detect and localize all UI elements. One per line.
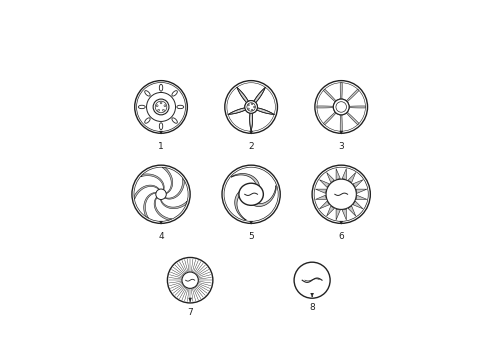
Polygon shape — [346, 89, 359, 102]
Polygon shape — [327, 206, 334, 216]
Polygon shape — [316, 189, 326, 193]
Ellipse shape — [338, 104, 339, 105]
Polygon shape — [134, 185, 160, 199]
Ellipse shape — [336, 102, 346, 112]
Polygon shape — [336, 168, 340, 179]
Polygon shape — [254, 87, 266, 103]
Text: 8: 8 — [309, 303, 315, 312]
Polygon shape — [336, 209, 340, 220]
Ellipse shape — [344, 106, 345, 108]
Text: 3: 3 — [338, 142, 344, 151]
Polygon shape — [348, 206, 356, 216]
Ellipse shape — [245, 101, 257, 113]
Polygon shape — [316, 195, 326, 199]
Ellipse shape — [342, 110, 343, 111]
Ellipse shape — [338, 108, 339, 110]
Polygon shape — [141, 174, 164, 192]
Ellipse shape — [342, 103, 343, 104]
Ellipse shape — [248, 104, 249, 106]
Polygon shape — [319, 201, 329, 209]
Polygon shape — [317, 106, 333, 108]
Polygon shape — [356, 195, 367, 199]
Polygon shape — [323, 89, 336, 102]
Text: 2: 2 — [248, 142, 254, 151]
Ellipse shape — [160, 102, 162, 104]
Polygon shape — [353, 180, 363, 188]
Ellipse shape — [253, 106, 255, 108]
Ellipse shape — [158, 109, 160, 111]
Polygon shape — [249, 113, 253, 131]
Ellipse shape — [248, 108, 249, 109]
Polygon shape — [342, 168, 346, 179]
Polygon shape — [228, 108, 245, 114]
Polygon shape — [348, 172, 356, 183]
Polygon shape — [154, 196, 171, 220]
Ellipse shape — [333, 99, 349, 115]
Polygon shape — [160, 198, 187, 209]
Polygon shape — [249, 185, 276, 207]
Ellipse shape — [156, 105, 158, 107]
Polygon shape — [319, 180, 329, 188]
Text: 6: 6 — [338, 232, 344, 241]
Polygon shape — [340, 115, 342, 131]
Polygon shape — [235, 189, 248, 220]
Polygon shape — [231, 174, 260, 194]
Ellipse shape — [239, 183, 263, 205]
Ellipse shape — [251, 103, 253, 105]
Ellipse shape — [163, 109, 164, 111]
Polygon shape — [356, 189, 367, 193]
Polygon shape — [257, 108, 274, 114]
Polygon shape — [237, 87, 248, 103]
Polygon shape — [342, 209, 346, 220]
Polygon shape — [346, 112, 359, 125]
Polygon shape — [340, 83, 342, 99]
Ellipse shape — [248, 104, 249, 106]
Ellipse shape — [164, 105, 166, 107]
Polygon shape — [323, 112, 336, 125]
Ellipse shape — [326, 179, 356, 210]
Ellipse shape — [251, 103, 253, 105]
Ellipse shape — [182, 272, 198, 288]
Polygon shape — [163, 179, 185, 199]
Text: 7: 7 — [187, 308, 193, 317]
Ellipse shape — [253, 106, 255, 108]
Text: 1: 1 — [158, 142, 164, 151]
Polygon shape — [353, 201, 363, 209]
Ellipse shape — [248, 108, 249, 109]
Text: 4: 4 — [158, 232, 164, 241]
Text: 5: 5 — [248, 232, 254, 241]
Polygon shape — [162, 167, 173, 194]
Polygon shape — [349, 106, 366, 108]
Polygon shape — [144, 193, 158, 218]
Ellipse shape — [251, 109, 253, 111]
Ellipse shape — [251, 109, 253, 111]
Polygon shape — [327, 172, 334, 183]
Ellipse shape — [156, 189, 166, 199]
